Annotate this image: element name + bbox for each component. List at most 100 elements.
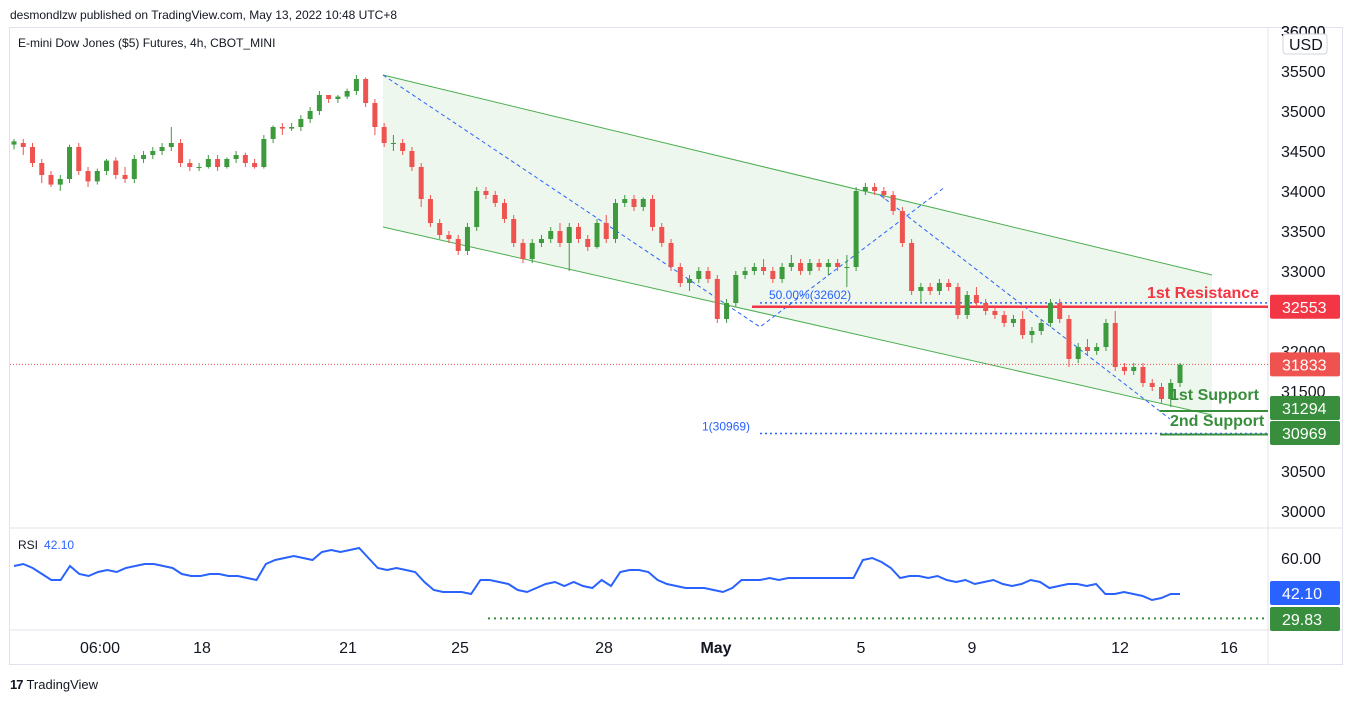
candle-body: [353, 79, 359, 91]
rsi-tick-label: 60.00: [1281, 551, 1321, 568]
candle-body: [437, 223, 443, 235]
candle-body: [585, 239, 591, 247]
time-tick-label: 21: [339, 640, 357, 657]
candle-body: [1121, 367, 1127, 371]
candle-body: [427, 199, 433, 223]
candle-body: [1112, 323, 1118, 367]
time-tick-label: 16: [1220, 640, 1238, 657]
candle-body: [575, 227, 581, 239]
candle-body: [178, 143, 184, 163]
candle-body: [936, 283, 942, 291]
candle-body: [372, 103, 378, 127]
candle-body: [724, 303, 730, 319]
candle-body: [113, 160, 119, 175]
candle-body: [94, 171, 100, 182]
candle-body: [464, 227, 470, 251]
fib-1-label: 1(30969): [702, 419, 750, 433]
candle-body: [131, 159, 137, 179]
candle-body: [67, 147, 73, 179]
candle-body: [1084, 347, 1090, 351]
candle-body: [1103, 323, 1109, 347]
rsi-value: 42.10: [44, 538, 75, 552]
candle-body: [918, 287, 924, 291]
candle-body: [696, 271, 702, 279]
candle-body: [1158, 387, 1164, 399]
candle-body: [400, 143, 406, 151]
candle-body: [326, 95, 332, 99]
candle-body: [529, 243, 535, 259]
candle-body: [511, 219, 517, 243]
candle-body: [150, 151, 156, 155]
channel-upper-line: [382, 74, 1213, 276]
time-tick-label: 9: [968, 640, 977, 657]
publisher-line: desmondlzw published on TradingView.com,…: [10, 8, 398, 22]
candle-body: [622, 199, 628, 203]
candle-body: [409, 151, 415, 167]
candle-body: [770, 271, 776, 279]
candle-body: [520, 243, 526, 259]
candle-body: [992, 311, 998, 315]
price-label-box: [1270, 294, 1340, 319]
time-tick-label: 28: [595, 640, 613, 657]
price-label-box: [1270, 421, 1340, 445]
candle-body: [20, 143, 26, 147]
rsi-axis-label: 42.10: [1270, 581, 1340, 605]
candle-body: [687, 279, 693, 283]
candle-body: [557, 231, 563, 243]
candle-body: [677, 267, 683, 283]
price-tick-label: 35000: [1281, 104, 1326, 121]
price-tick-label: 34000: [1281, 184, 1326, 201]
candle-body: [30, 147, 36, 163]
candle-body: [122, 175, 128, 179]
candle-body: [881, 191, 887, 195]
candle-body: [825, 263, 831, 267]
tradingview-brand: TradingView: [26, 677, 99, 692]
candle-body: [1177, 364, 1183, 383]
candle-body: [788, 263, 794, 267]
price-axis-label-last: 31833: [1270, 352, 1340, 377]
candle-body: [279, 127, 285, 129]
candle-body: [1149, 383, 1155, 387]
candle-body: [733, 275, 739, 303]
tradingview-logo[interactable]: 17 TradingView: [10, 677, 98, 692]
candle-body: [1057, 303, 1063, 319]
candle-body: [446, 235, 452, 239]
rsi-legend[interactable]: RSI 42.10: [18, 538, 74, 552]
candle-body: [946, 283, 952, 287]
rsi-axis-label: 29.83: [1270, 607, 1340, 631]
candle-body: [363, 79, 369, 103]
candle-body: [566, 227, 572, 243]
time-tick-label: May: [700, 640, 731, 657]
candle-body: [613, 203, 619, 239]
candle-body: [798, 263, 804, 271]
candle-body: [899, 211, 905, 243]
candle-body: [390, 143, 396, 144]
price-label-text: 32553: [1282, 300, 1327, 317]
currency-button[interactable]: [1282, 33, 1328, 55]
candle-body: [668, 243, 674, 267]
candle-body: [751, 267, 757, 271]
candle-body: [659, 227, 665, 243]
candle-body: [298, 119, 304, 127]
candle-body: [224, 159, 230, 167]
price-tick-label: 33500: [1281, 224, 1326, 241]
resistance-label: 1st Resistance: [1147, 285, 1259, 302]
price-tick-label: 33000: [1281, 264, 1326, 281]
chart-frame: [9, 27, 1343, 665]
candle-body: [853, 191, 859, 267]
candle-body: [705, 271, 711, 279]
candle-body: [205, 159, 211, 167]
candle-body: [603, 223, 609, 239]
time-tick-label: 5: [857, 640, 866, 657]
candle-body: [1131, 367, 1137, 371]
symbol-title[interactable]: E-mini Dow Jones ($5) Futures, 4h, CBOT_…: [18, 36, 276, 50]
candle-body: [650, 199, 656, 227]
tradingview-mark-icon: 17: [10, 677, 24, 692]
candle-body: [538, 239, 544, 243]
price-tick-label: 30500: [1281, 464, 1326, 481]
candle-body: [964, 295, 970, 315]
candle-body: [862, 187, 868, 191]
candle-body: [714, 279, 720, 319]
candle-body: [872, 187, 878, 191]
